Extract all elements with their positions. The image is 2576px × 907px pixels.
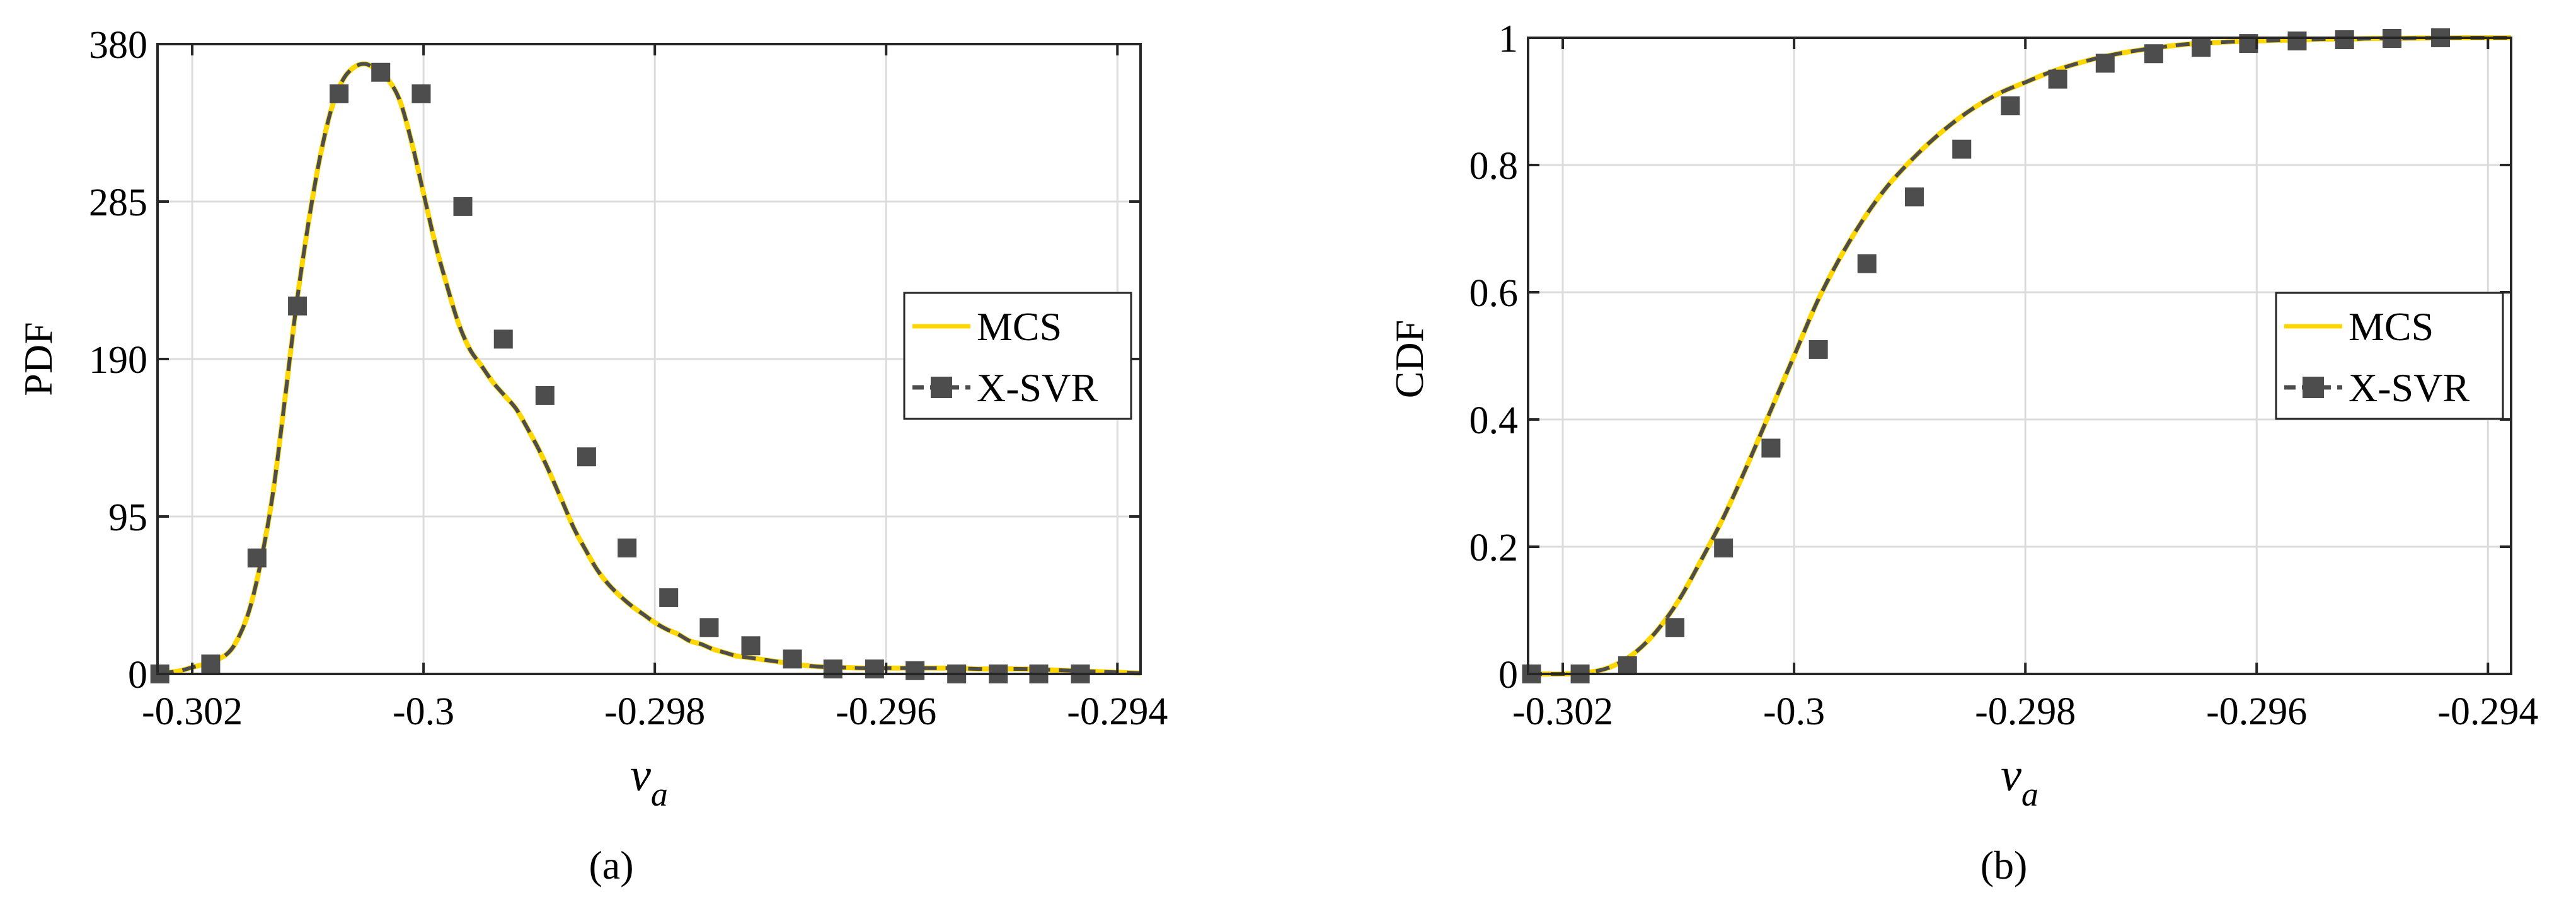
x-axis-symbol-b: ν <box>2001 750 2021 801</box>
x-tick-label-b-1: -0.3 <box>1763 690 1825 733</box>
data-point-xsvr-b-7 <box>1857 254 1877 273</box>
data-point-xsvr-a-16 <box>823 659 842 679</box>
y-tick-label-b-4: 0.8 <box>1469 145 1519 188</box>
data-point-xsvr-b-11 <box>2048 69 2067 89</box>
y-tick-label-a-3: 285 <box>89 181 147 224</box>
y-tick-label-b-3: 0.6 <box>1469 272 1519 315</box>
data-point-xsvr-a-17 <box>865 659 884 679</box>
x-axis-title-a: νa <box>630 750 668 813</box>
data-point-xsvr-a-5 <box>371 62 391 82</box>
data-point-xsvr-a-2 <box>247 548 267 568</box>
legend-label-mcs-b: MCS <box>2349 304 2434 349</box>
x-tick-label-b-0: -0.302 <box>1512 690 1613 733</box>
x-axis-symbol-a: ν <box>630 750 651 801</box>
data-point-xsvr-a-8 <box>493 329 513 349</box>
data-point-xsvr-b-14 <box>2192 38 2211 57</box>
series-a <box>150 61 1141 683</box>
data-point-xsvr-b-13 <box>2144 44 2163 64</box>
legend-b: MCS X-SVR <box>2275 292 2504 420</box>
data-point-xsvr-b-5 <box>1761 438 1781 458</box>
y-axis-title-b: CDF <box>1387 320 1432 399</box>
data-point-xsvr-a-3 <box>288 296 308 316</box>
data-point-xsvr-b-17 <box>2335 30 2354 50</box>
data-point-xsvr-b-4 <box>1714 539 1734 558</box>
data-point-xsvr-a-6 <box>411 84 431 103</box>
data-point-xsvr-a-4 <box>330 84 349 103</box>
data-point-xsvr-a-7 <box>453 197 473 216</box>
x-axis-subscript-a: a <box>651 775 668 813</box>
x-axis-title-b: νa <box>2001 750 2038 813</box>
x-tick-label-a-0: -0.302 <box>142 690 243 733</box>
data-point-xsvr-a-11 <box>618 539 637 557</box>
data-point-xsvr-a-15 <box>783 649 802 669</box>
data-point-xsvr-b-9 <box>1952 139 1972 159</box>
data-point-xsvr-b-10 <box>2001 96 2020 116</box>
axes-box-b <box>1527 37 2512 675</box>
y-tick-label-b-1: 0.2 <box>1469 527 1519 569</box>
chart-panel-b: -0.302 -0.3 -0.298 -0.296 -0.294 0 0.2 0.4 0.6 0.… <box>1387 18 2538 887</box>
series-line-xsvr-a <box>159 62 1141 675</box>
y-tick-label-a-4: 380 <box>89 24 147 67</box>
data-point-xsvr-a-14 <box>741 636 761 656</box>
ticks-b: -0.302 -0.3 -0.298 -0.296 -0.294 0 0.2 0.4 0.6 0.… <box>1469 18 2539 733</box>
data-point-xsvr-a-18 <box>906 661 925 680</box>
data-point-xsvr-b-6 <box>1808 339 1828 359</box>
x-axis-subscript-b: a <box>2021 775 2038 813</box>
data-point-xsvr-b-16 <box>2287 31 2307 51</box>
y-tick-label-a-2: 190 <box>89 339 147 382</box>
y-axis-title-a: PDF <box>16 322 60 396</box>
x-tick-label-b-4: -0.294 <box>2437 690 2538 733</box>
panel-label-b: (b) <box>1981 843 2028 887</box>
y-tick-label-a-0: 0 <box>128 654 147 697</box>
data-point-xsvr-b-3 <box>1665 618 1685 637</box>
data-point-xsvr-b-8 <box>1904 187 1924 207</box>
y-tick-label-b-2: 0.4 <box>1469 399 1519 442</box>
x-tick-label-a-1: -0.3 <box>393 690 454 733</box>
chart-panel-a: -0.302 -0.3 -0.298 -0.296 -0.294 0 95 190 285 380… <box>16 24 1168 887</box>
panel-label-a: (a) <box>589 843 633 887</box>
y-tick-label-a-1: 95 <box>108 496 147 539</box>
legend-marker-xsvr-b <box>2303 377 2324 398</box>
data-point-xsvr-b-12 <box>2095 54 2115 73</box>
legend-label-xsvr-a: X-SVR <box>977 365 1098 410</box>
x-tick-label-a-4: -0.294 <box>1067 690 1168 733</box>
series-b <box>1522 28 2511 683</box>
x-tick-label-a-2: -0.298 <box>604 690 705 733</box>
data-point-xsvr-a-1 <box>201 654 221 674</box>
data-point-xsvr-a-9 <box>535 385 555 405</box>
data-point-xsvr-a-13 <box>699 618 719 637</box>
x-tick-label-b-3: -0.296 <box>2206 690 2307 733</box>
x-tick-label-b-2: -0.298 <box>1975 690 2076 733</box>
y-tick-label-b-0: 0 <box>1498 654 1518 697</box>
legend-label-mcs-a: MCS <box>977 304 1062 349</box>
legend-label-xsvr-b: X-SVR <box>2349 365 2470 410</box>
legend-marker-xsvr-a <box>931 377 952 398</box>
data-point-xsvr-a-10 <box>577 447 596 467</box>
x-tick-label-a-3: -0.296 <box>836 690 936 733</box>
data-point-xsvr-a-12 <box>659 588 679 607</box>
legend-a: MCS X-SVR <box>903 292 1132 420</box>
y-tick-label-b-5: 1 <box>1498 18 1518 60</box>
ticks-a: -0.302 -0.3 -0.298 -0.296 -0.294 0 95 190 285 380 <box>89 24 1168 733</box>
data-point-xsvr-b-2 <box>1618 656 1637 675</box>
